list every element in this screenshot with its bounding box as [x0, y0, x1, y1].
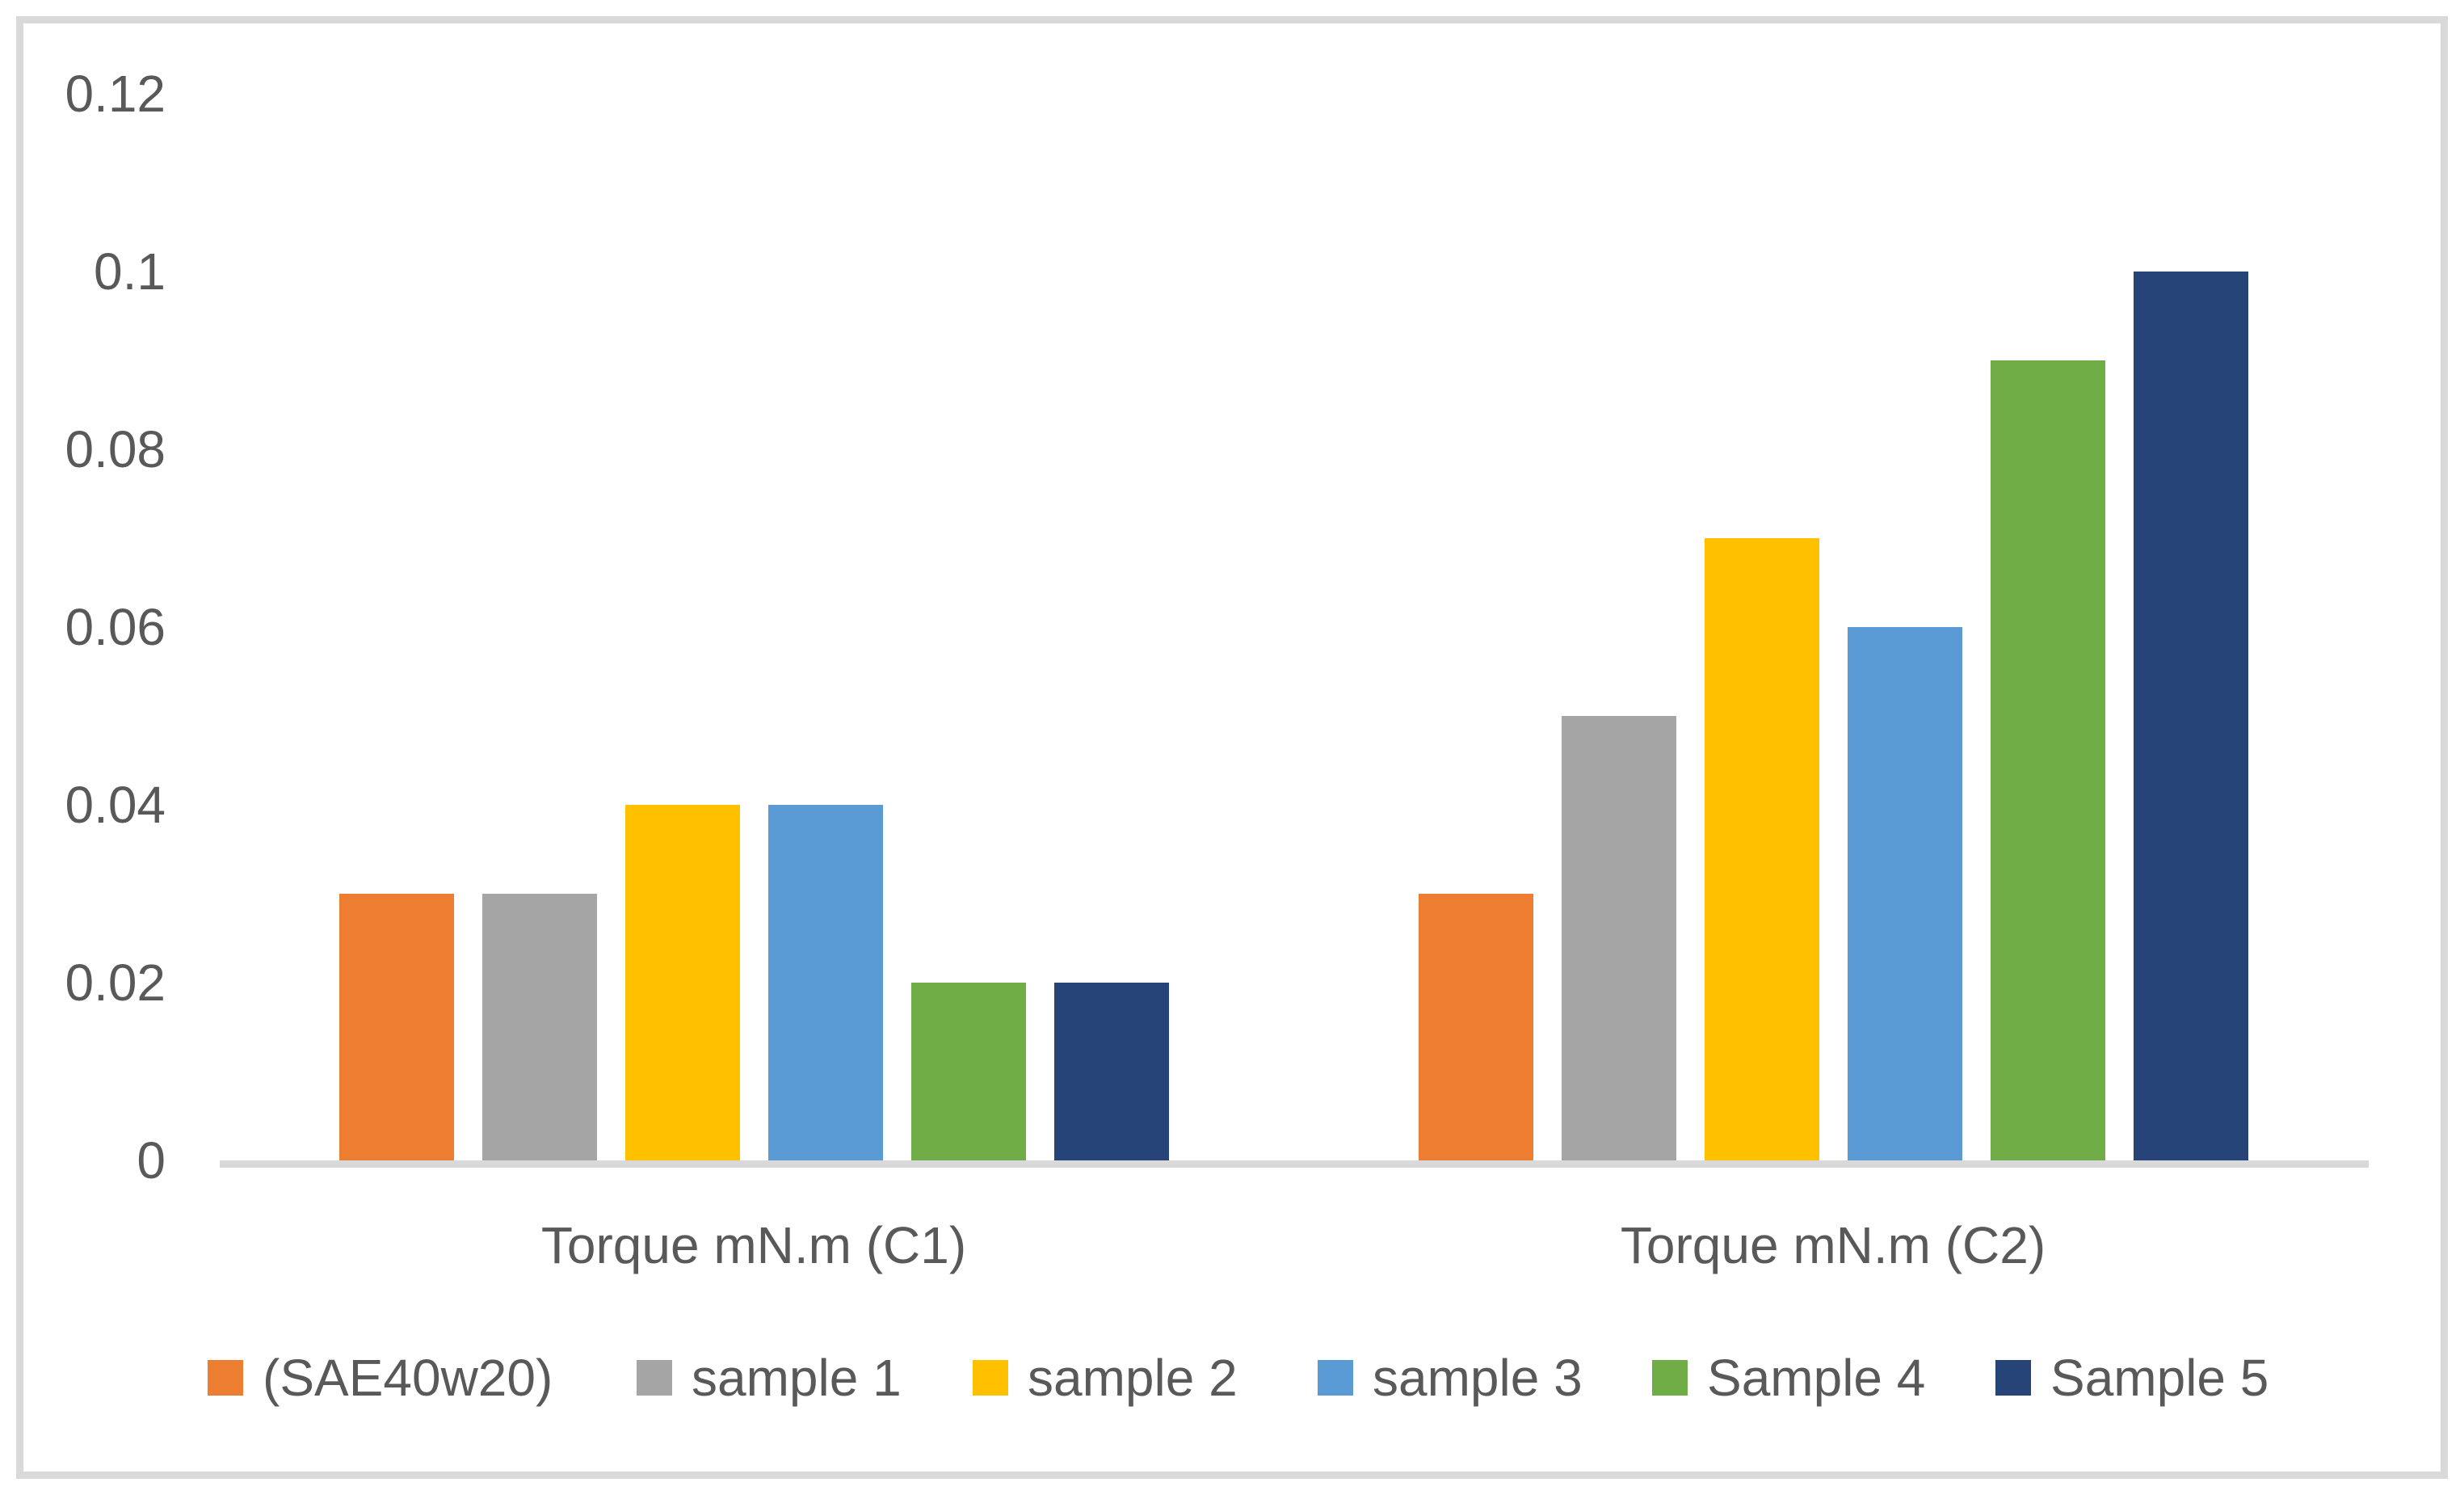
y-axis-tick-label: 0.08	[65, 420, 166, 478]
bar	[2134, 272, 2248, 1160]
legend-color-swatch	[208, 1360, 243, 1396]
bar	[1054, 983, 1169, 1160]
bar	[768, 805, 883, 1160]
legend-item: Sample 4	[1652, 1351, 1925, 1404]
legend-item-label: (SAE40w20)	[263, 1349, 553, 1407]
legend-item-label: sample 3	[1373, 1349, 1583, 1407]
y-axis-tick-label: 0	[137, 1131, 166, 1190]
legend-item: sample 3	[1318, 1351, 1583, 1404]
legend-item: sample 1	[637, 1351, 902, 1404]
bar	[482, 894, 597, 1160]
legend-item-label: sample 1	[692, 1349, 902, 1407]
bar	[1562, 716, 1676, 1160]
bar	[1705, 538, 1819, 1160]
bar	[1848, 627, 1962, 1160]
legend-color-swatch	[637, 1360, 672, 1396]
chart-frame	[16, 16, 2448, 1479]
category-label: Torque mN.m (C1)	[540, 1216, 967, 1274]
y-axis-tick-label: 0.06	[65, 598, 166, 656]
legend-item: Sample 5	[1995, 1351, 2268, 1404]
legend-item-label: Sample 4	[1707, 1349, 1926, 1407]
y-axis-tick-label: 0.04	[65, 776, 166, 834]
y-axis-tick-label: 0.1	[94, 242, 166, 301]
category-label: Torque mN.m (C2)	[1620, 1216, 2046, 1274]
legend-item-label: Sample 5	[2050, 1349, 2269, 1407]
y-axis-tick-label: 0.02	[65, 954, 166, 1012]
legend-item-label: sample 2	[1028, 1349, 1238, 1407]
legend-color-swatch	[1318, 1360, 1353, 1396]
legend-item: sample 2	[973, 1351, 1238, 1404]
bar	[1419, 894, 1533, 1160]
bar	[911, 983, 1026, 1160]
x-axis-line	[220, 1160, 2369, 1168]
legend-color-swatch	[1652, 1360, 1688, 1396]
bar	[339, 894, 454, 1160]
legend-item: (SAE40w20)	[208, 1351, 553, 1404]
bar	[1991, 360, 2105, 1160]
y-axis-tick-label: 0.12	[65, 65, 166, 123]
bar	[625, 805, 740, 1160]
legend-color-swatch	[973, 1360, 1008, 1396]
legend-color-swatch	[1995, 1360, 2031, 1396]
